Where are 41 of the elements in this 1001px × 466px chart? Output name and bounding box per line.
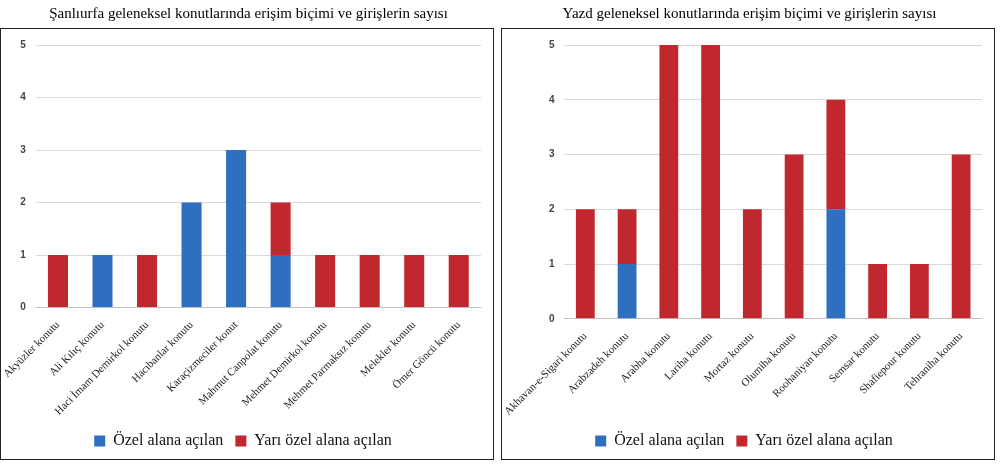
chart-title: Şanlıurfa geleneksel konutlarında erişim biçimi ve girişlerin sayısı <box>48 4 449 23</box>
chart-title: Yazd geleneksel konutlarında erişim biçimi ve girişlerin sayısı <box>561 4 938 23</box>
y-tick-label: 4 <box>20 91 27 103</box>
bar <box>701 45 720 319</box>
bar <box>181 202 202 308</box>
bar <box>909 264 929 319</box>
y-tick-label: 2 <box>548 203 555 215</box>
legend-label: Yarı özel alana açılan <box>254 431 392 450</box>
y-tick-label: 5 <box>548 38 555 50</box>
bar <box>575 209 595 319</box>
bar <box>270 202 291 256</box>
bar <box>404 255 425 308</box>
y-tick-label: 3 <box>20 143 27 155</box>
legend-label: Özel alana açılan <box>614 431 725 450</box>
y-tick-label: 5 <box>20 38 27 50</box>
legend-label: Özel alana açılan <box>113 431 224 450</box>
y-tick-label: 0 <box>548 312 555 324</box>
y-tick-label: 2 <box>20 196 27 208</box>
bar <box>951 154 971 319</box>
bar <box>47 255 68 308</box>
bar <box>826 99 846 210</box>
bar <box>659 45 679 319</box>
bar <box>826 209 846 319</box>
y-tick-label: 3 <box>548 148 555 160</box>
bar <box>226 150 247 308</box>
bar <box>137 255 158 308</box>
bar <box>359 255 380 308</box>
bar <box>742 209 762 319</box>
bar <box>617 264 637 319</box>
y-tick-label: 4 <box>548 93 555 105</box>
y-tick-label: 1 <box>548 257 555 269</box>
bar <box>784 154 804 319</box>
bar <box>315 255 336 308</box>
bar <box>270 255 291 308</box>
bar <box>868 264 888 319</box>
legend-label: Yarı özel alana açılan <box>755 431 893 450</box>
bar <box>617 209 637 265</box>
bar <box>92 255 113 308</box>
y-tick-label: 0 <box>20 301 27 313</box>
y-tick-label: 1 <box>20 248 27 260</box>
bar <box>448 255 469 308</box>
